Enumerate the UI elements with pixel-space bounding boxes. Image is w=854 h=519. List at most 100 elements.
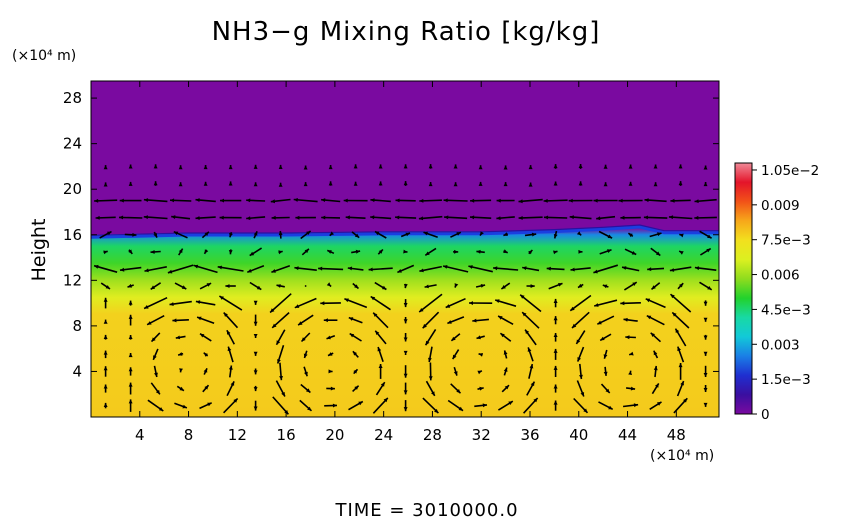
- wind-vector-head: [353, 164, 358, 169]
- wind-vector-head: [344, 298, 349, 303]
- wind-vector-head: [195, 198, 200, 202]
- wind-vector-head: [500, 333, 505, 338]
- wind-vector-head: [403, 303, 408, 308]
- wind-vector-head: [253, 300, 258, 305]
- wind-vector: [193, 264, 218, 274]
- wind-vector-head: [132, 232, 137, 237]
- wind-vector-head: [650, 332, 655, 337]
- wind-vector-head: [419, 198, 424, 203]
- wind-vector-head: [253, 231, 258, 236]
- wind-vector-head: [694, 215, 699, 220]
- wind-vector-head: [353, 181, 358, 186]
- wind-vector-head: [303, 353, 308, 358]
- wind-vector-head: [553, 164, 558, 169]
- wind-vector-head: [120, 267, 125, 272]
- wind-vector-head: [128, 367, 133, 372]
- wind-vector-head: [496, 198, 501, 203]
- wind-vector: [218, 295, 243, 311]
- colorbar-ticks: 0 1.5e−3 0.003 4.5e−3 0.006 7.5e−3 0.009 1.05e−…: [752, 163, 819, 423]
- wind-vector-head: [403, 337, 408, 342]
- wind-vector-head: [247, 268, 252, 273]
- wind-vector-head: [403, 373, 408, 378]
- wind-vector-head: [294, 266, 299, 271]
- wind-vector-head: [424, 284, 429, 289]
- wind-vector-head: [607, 249, 612, 253]
- wind-vector-head: [454, 283, 459, 288]
- wind-vector-head: [508, 401, 513, 405]
- wind-vector-head: [646, 315, 652, 320]
- wind-vector-head: [470, 198, 475, 203]
- wind-vector-head: [669, 268, 675, 272]
- wind-vector-head: [572, 323, 577, 328]
- wind-vector-head: [383, 397, 388, 403]
- wind-vector-head: [546, 266, 551, 271]
- wind-vector-head: [670, 198, 675, 203]
- wind-vector: [442, 265, 469, 273]
- wind-vector-head: [128, 314, 133, 319]
- wind-vector-head: [443, 198, 448, 203]
- wind-vector-head: [405, 232, 410, 237]
- wind-vector-head: [253, 164, 258, 169]
- wind-vector-head: [703, 301, 708, 306]
- wind-vector-head: [628, 370, 632, 375]
- wind-vector-head: [428, 376, 433, 381]
- wind-vector-head: [657, 232, 662, 237]
- wind-vector-head: [403, 283, 408, 289]
- wind-vector-head: [544, 215, 549, 220]
- wind-vector-head: [422, 323, 427, 329]
- wind-vector-head: [593, 269, 598, 274]
- wind-vector-head: [307, 406, 312, 411]
- wind-vector-head: [668, 215, 674, 220]
- wind-vector-head: [553, 316, 558, 321]
- wind-vector-head: [707, 234, 712, 239]
- wind-vector-head: [170, 198, 175, 203]
- wind-vector-head: [518, 199, 523, 204]
- wind-vector-head: [603, 164, 608, 169]
- wind-vector-head: [630, 386, 636, 391]
- wind-vector-head: [503, 350, 508, 355]
- wind-vector-head: [632, 282, 637, 286]
- wind-vector-head: [103, 250, 108, 255]
- wind-vector-head: [570, 306, 575, 311]
- wind-vector-head: [349, 333, 355, 338]
- wind-vector-head: [226, 330, 231, 335]
- wind-vector-head: [522, 312, 527, 317]
- wind-vector-head: [253, 334, 258, 338]
- wind-vector-head: [533, 398, 538, 403]
- wind-vector-head: [144, 268, 149, 273]
- wind-vector-head: [476, 335, 481, 340]
- wind-vector-head: [480, 231, 484, 236]
- wind-vector-head: [503, 232, 508, 236]
- wind-vector-head: [670, 294, 675, 299]
- wind-vector-head: [158, 407, 164, 411]
- y-tick-label: 4: [72, 362, 82, 380]
- wind-vector-head: [229, 232, 233, 238]
- wind-vector-head: [478, 165, 483, 170]
- colorbar-tick-label: 1.5e−3: [761, 372, 811, 388]
- x-tick-label: 48: [667, 426, 686, 444]
- wind-vector-head: [403, 390, 408, 395]
- wind-vector-head: [182, 404, 187, 409]
- wind-vector-head: [203, 181, 208, 186]
- wind-vector-head: [303, 182, 308, 187]
- colorbar-tick-label: 1.05e−2: [761, 163, 819, 179]
- wind-vector-head: [706, 248, 711, 253]
- wind-vector-head: [119, 215, 124, 220]
- x-tick-label: 32: [472, 426, 491, 444]
- wind-vector-head: [607, 234, 613, 239]
- wind-vector-head: [518, 216, 523, 220]
- wind-vector-head: [578, 181, 583, 186]
- wind-vector-head: [278, 231, 283, 236]
- wind-vector-head: [375, 330, 380, 335]
- wind-vector-head: [355, 249, 361, 254]
- wind-vector-head: [498, 316, 503, 320]
- wind-vector-head: [428, 357, 432, 362]
- wind-vector-head: [445, 304, 451, 308]
- wind-vector-head: [470, 215, 475, 220]
- x-tick-label: 36: [520, 426, 539, 444]
- wind-vector-head: [227, 346, 232, 352]
- wind-vector-head: [479, 386, 484, 391]
- y-tick-label: 20: [63, 180, 82, 198]
- wind-vector-head: [628, 181, 633, 186]
- wind-vector-head: [128, 164, 133, 169]
